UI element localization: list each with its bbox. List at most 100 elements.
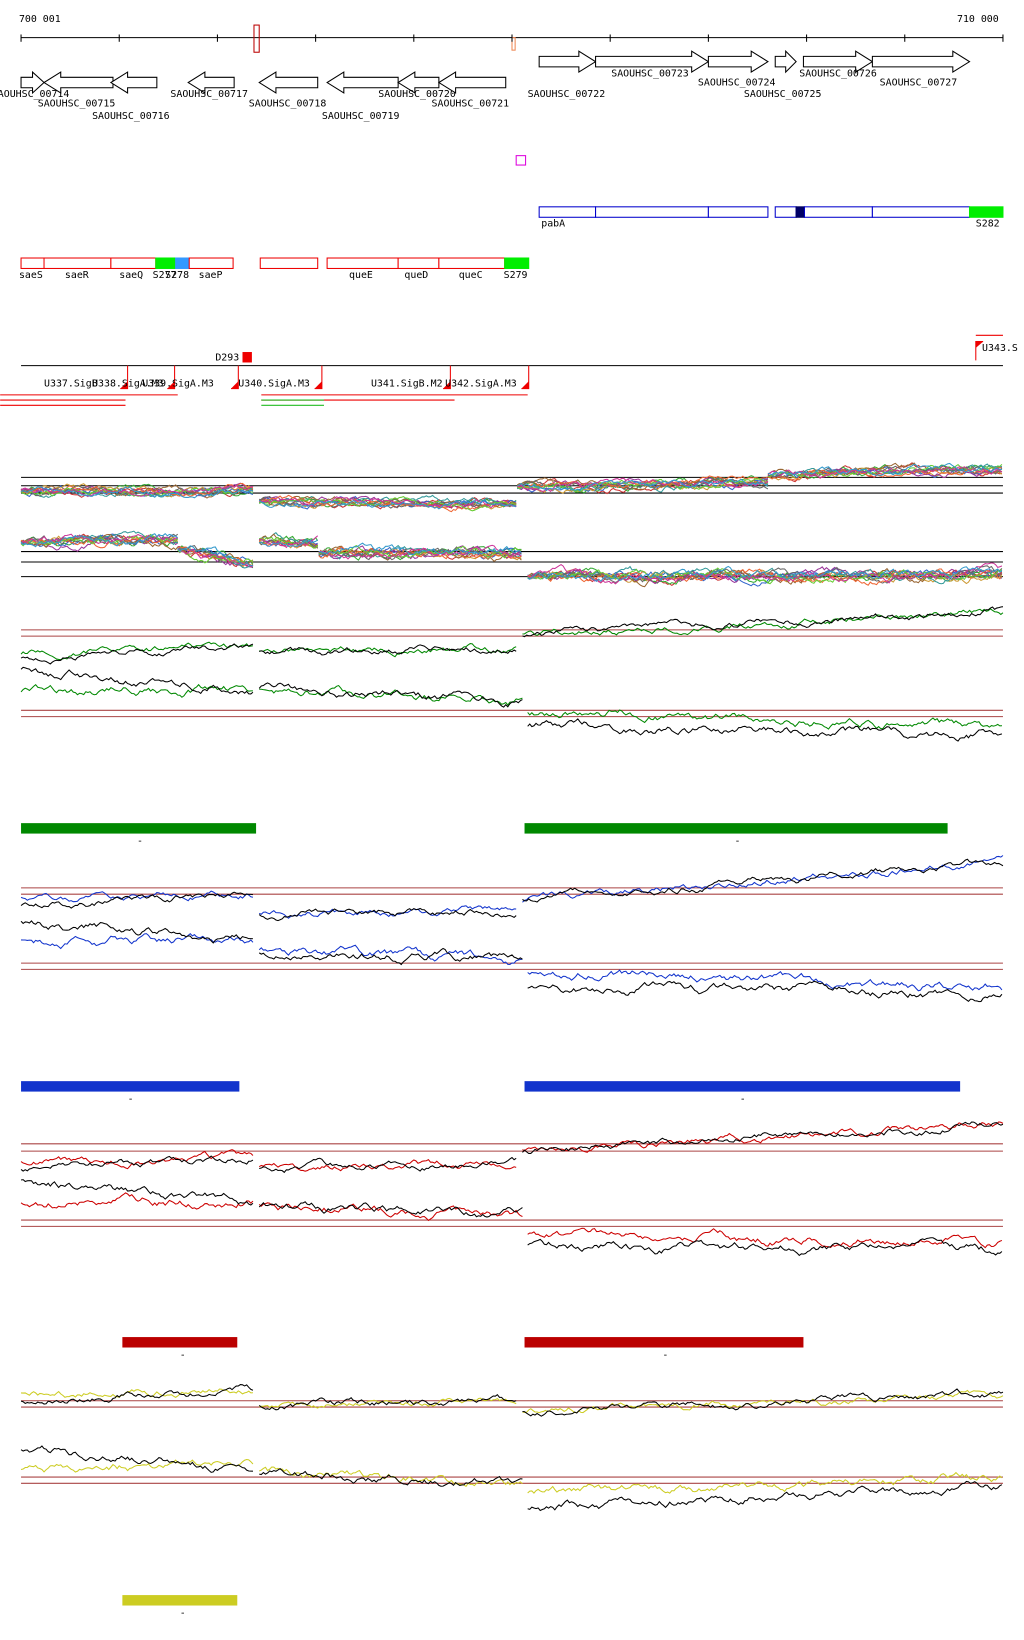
reg-label: U340.SigA.M3 <box>238 378 310 389</box>
signal <box>527 718 1003 742</box>
signal <box>259 684 523 706</box>
gene-label: SAOUHSC_00714 <box>0 89 69 100</box>
gene-label: SAOUHSC_00715 <box>38 99 116 110</box>
signal <box>20 486 254 499</box>
signal <box>20 666 254 695</box>
signal <box>20 1149 254 1170</box>
signal <box>522 1121 1004 1154</box>
signal <box>522 1389 1004 1414</box>
signal <box>20 533 178 545</box>
signal <box>527 1227 1003 1249</box>
signal <box>517 477 769 493</box>
signal <box>20 1155 254 1172</box>
cluster-bar <box>524 823 948 834</box>
view-marker <box>253 24 260 53</box>
signal <box>522 1121 1004 1153</box>
feature <box>795 206 806 218</box>
d-label: D293 <box>215 352 239 363</box>
signal <box>767 462 1002 477</box>
feature-label: pabA <box>541 219 565 230</box>
gene-arrow <box>595 50 710 74</box>
signal <box>259 643 517 658</box>
reg-label: U343.S <box>982 343 1018 354</box>
signal <box>258 499 517 510</box>
feature-label: S282 <box>976 219 1000 230</box>
feature-label: S277 <box>153 270 177 281</box>
terminator-head <box>443 381 451 389</box>
signal <box>21 933 254 950</box>
signal <box>258 907 517 922</box>
gene-label: SAOUHSC_00723 <box>611 68 689 79</box>
signal <box>259 1156 517 1174</box>
signal <box>259 644 517 656</box>
feature <box>188 257 234 269</box>
signal <box>522 608 1004 636</box>
signal <box>522 1388 1004 1417</box>
gene-label: SAOUHSC_00717 <box>170 89 248 100</box>
signal <box>318 544 522 559</box>
feature-label: S278 <box>165 270 189 281</box>
gene-arrow <box>109 71 158 94</box>
signal <box>20 643 254 665</box>
signal <box>527 1471 1003 1494</box>
signal <box>20 920 253 944</box>
gene-label: SAOUHSC_00721 <box>432 99 510 110</box>
bar-label: - <box>128 1094 134 1105</box>
reg-label: U338.SigA.M3 <box>92 378 164 389</box>
terminator-head <box>231 381 239 389</box>
gene-arrow <box>802 50 874 74</box>
signal <box>258 1466 523 1488</box>
reg-label: U342.SigA.M3 <box>445 378 517 389</box>
feature <box>43 257 112 269</box>
gene-arrow <box>538 50 597 74</box>
feature <box>326 257 399 269</box>
terminator-head <box>314 381 322 389</box>
bar-label: - <box>734 836 740 847</box>
gene-label: SAOUHSC_00719 <box>322 111 400 122</box>
signal <box>522 606 1004 638</box>
feature-label: S279 <box>504 270 528 281</box>
signal <box>522 855 1004 903</box>
gene-arrow <box>258 71 319 94</box>
signal <box>259 535 319 549</box>
tracks: SAOUHSC_00714SAOUHSC_00715SAOUHSC_00716S… <box>0 34 1018 1619</box>
feature-label: saeS <box>19 270 43 281</box>
signal <box>516 475 769 490</box>
signal <box>20 1192 254 1210</box>
signal <box>258 944 523 965</box>
gene-label: SAOUHSC_00727 <box>880 78 958 89</box>
bar-label: - <box>137 836 143 847</box>
signal <box>258 947 523 966</box>
signal <box>259 539 319 549</box>
signal <box>318 546 522 560</box>
signal <box>258 1202 523 1222</box>
signal <box>258 539 319 548</box>
signal <box>527 1237 1003 1257</box>
signal <box>259 496 517 509</box>
gene-arrow <box>871 50 971 74</box>
feature <box>20 257 45 269</box>
gene-arrow <box>326 71 399 94</box>
terminator-head <box>521 381 529 389</box>
bar-label: - <box>180 1350 186 1361</box>
signal <box>527 1480 1003 1512</box>
signal <box>258 1394 517 1411</box>
bar-label: - <box>662 1350 668 1361</box>
cluster-bar <box>21 1081 240 1092</box>
terminator-head <box>120 381 128 389</box>
signal <box>258 1201 523 1218</box>
signal <box>259 494 517 513</box>
signal <box>527 562 1003 585</box>
feature <box>175 257 190 269</box>
cluster-bar <box>21 823 257 834</box>
signal <box>20 891 253 909</box>
cluster-bar <box>122 1595 238 1606</box>
signal <box>20 1384 254 1405</box>
feature-label: saeQ <box>119 270 143 281</box>
reg-label: U339.SigA.M3 <box>142 378 214 389</box>
feature <box>803 206 873 218</box>
signal <box>318 544 522 560</box>
ruler-start: 700 001 <box>19 14 61 25</box>
gene-label: SAOUHSC_00722 <box>528 89 606 100</box>
